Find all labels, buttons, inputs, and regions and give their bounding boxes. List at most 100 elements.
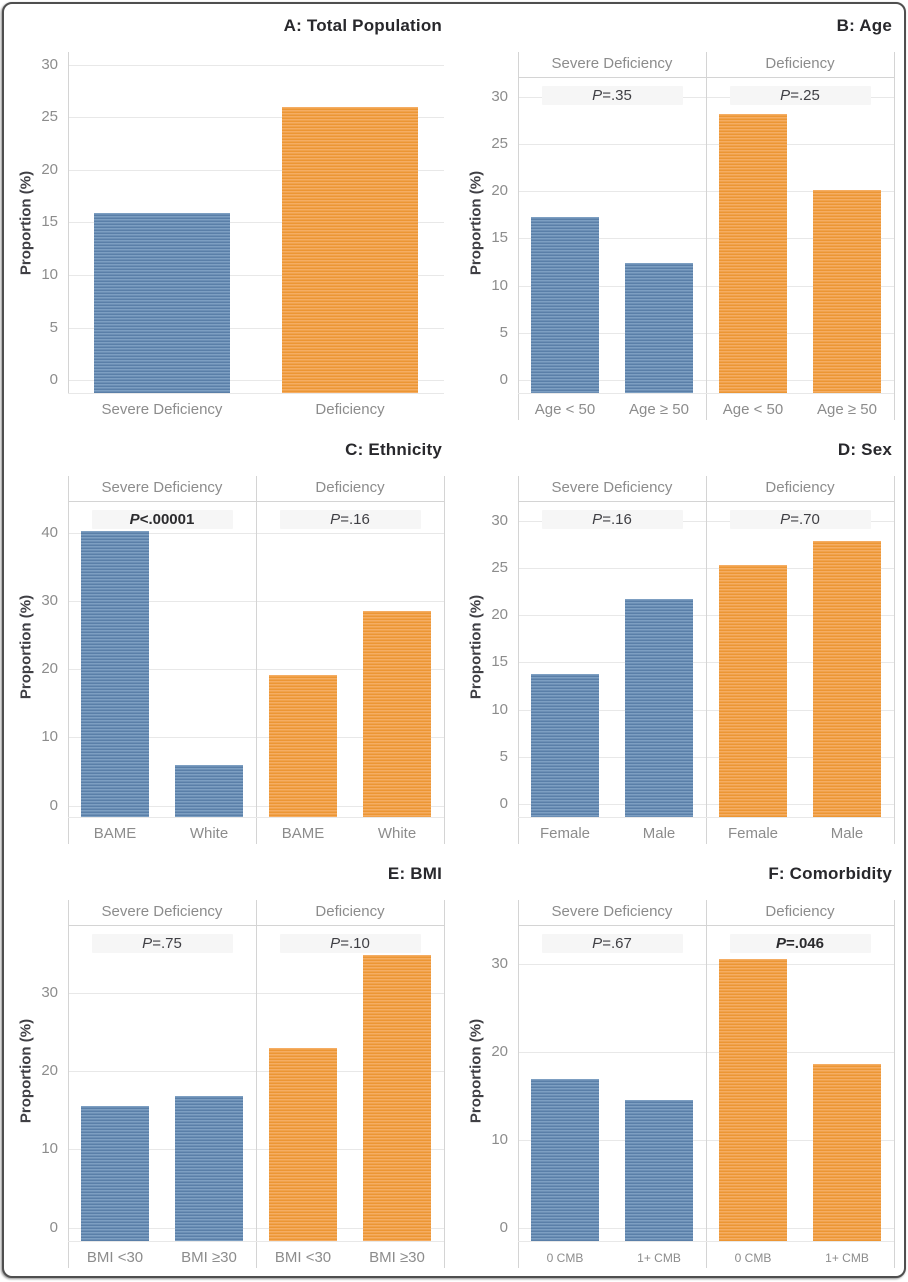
y-tick-label: 20 <box>491 1042 508 1060</box>
bar <box>531 673 599 818</box>
y-tick-label: 30 <box>491 87 508 105</box>
p-symbol: P <box>780 511 791 528</box>
plot-area <box>68 52 444 394</box>
x-category-label: Deficiency <box>315 401 385 418</box>
bar <box>531 1079 599 1242</box>
panel-title: E: BMI <box>387 864 442 883</box>
x-category-label: Female <box>539 825 591 842</box>
y-tick-label: 10 <box>491 276 508 294</box>
y-tick-label: 30 <box>491 511 508 529</box>
x-category-label: Age ≥ 50 <box>817 401 877 418</box>
bar <box>269 1047 337 1242</box>
p-value-label: P=.25 <box>729 86 871 105</box>
gridline <box>68 169 444 171</box>
p-value-text: =.75 <box>152 935 182 952</box>
p-symbol: P <box>330 511 341 528</box>
y-tick-label: 15 <box>491 229 508 247</box>
y-tick-label: 10 <box>491 1130 508 1148</box>
p-value-label: P=.75 <box>91 934 233 953</box>
y-tick-label: 25 <box>491 559 508 577</box>
bar <box>531 216 599 394</box>
panel-title: C: Ethnicity <box>345 440 442 459</box>
facet-header: Deficiency <box>706 476 894 502</box>
bar <box>282 106 418 394</box>
y-tick-label: 5 <box>499 747 508 765</box>
bar <box>625 599 693 818</box>
p-value-label: P=.046 <box>729 934 871 953</box>
y-axis-line <box>68 476 69 844</box>
p-symbol: P <box>776 935 787 952</box>
y-tick-label: 10 <box>41 266 58 284</box>
y-tick-label: 20 <box>41 1062 58 1080</box>
plot-area: Severe Deficiency Deficiency P<.00001 P=.16 <box>68 476 445 844</box>
facet-divider <box>706 476 707 844</box>
p-value-label: P=.70 <box>729 510 871 529</box>
panel-title: B: Age <box>836 16 892 35</box>
y-tick-label: 30 <box>41 983 58 1001</box>
bar <box>719 959 787 1242</box>
y-tick-label: 10 <box>41 728 58 746</box>
facet-header: Severe Deficiency <box>518 476 706 502</box>
x-category-label: BMI <30 <box>274 1249 332 1266</box>
panel-e-bmi: E: BMI Proportion (%) Severe Deficiency Def… <box>4 852 454 1276</box>
y-tick-label: 0 <box>49 371 58 389</box>
y-tick-label: 0 <box>499 1218 508 1236</box>
facet-header: Severe Deficiency <box>68 476 256 502</box>
gridline <box>68 275 444 277</box>
bar <box>269 675 337 818</box>
y-tick-label: 20 <box>41 660 58 678</box>
y-tick-label: 25 <box>41 108 58 126</box>
p-value-text: =.25 <box>790 87 820 104</box>
bar <box>625 262 693 394</box>
bar <box>175 764 243 818</box>
p-value-label: P<.00001 <box>91 510 233 529</box>
x-category-label: Age ≥ 50 <box>629 401 689 418</box>
y-tick-label: 15 <box>41 213 58 231</box>
y-tick-label: 25 <box>491 135 508 153</box>
p-value-text: =.16 <box>602 511 632 528</box>
facet-header: Deficiency <box>256 476 444 502</box>
x-category-label: BMI <30 <box>86 1249 144 1266</box>
p-symbol: P <box>129 511 140 528</box>
p-value-text: =.70 <box>790 511 820 528</box>
y-tick-label: 40 <box>41 523 58 541</box>
y-axis-line <box>518 900 519 1268</box>
bar <box>719 113 787 394</box>
gridline <box>68 327 444 329</box>
y-axis-label: Proportion (%) <box>17 594 35 700</box>
facet-right-border <box>444 900 445 1268</box>
gridline <box>68 380 444 382</box>
y-axis-line <box>518 476 519 844</box>
plot-area: Severe Deficiency Deficiency P=.67 P=.046 <box>518 900 895 1268</box>
p-symbol: P <box>330 935 341 952</box>
x-category-label: 1+ CMB <box>825 1251 869 1265</box>
bar <box>175 1096 243 1242</box>
bar <box>81 531 149 818</box>
panel-d-sex: D: Sex Proportion (%) Severe Deficiency Def… <box>454 428 904 852</box>
facet-divider <box>706 900 707 1268</box>
bar <box>363 610 431 818</box>
panel-title: F: Comorbidity <box>768 864 892 883</box>
p-value-text: =.35 <box>602 87 632 104</box>
y-tick-label: 20 <box>491 182 508 200</box>
facet-header: Severe Deficiency <box>518 52 706 78</box>
x-category-label: White <box>377 825 417 842</box>
p-symbol: P <box>142 935 153 952</box>
gridline <box>68 117 444 119</box>
x-axis-line <box>68 393 444 394</box>
y-axis-line <box>68 900 69 1268</box>
facet-header: Deficiency <box>706 900 894 926</box>
x-axis-line <box>518 817 894 818</box>
x-category-label: Female <box>727 825 779 842</box>
p-symbol: P <box>592 511 603 528</box>
panels-grid: A: Total Population Proportion (%) 0 5 10 15 2… <box>4 4 904 1276</box>
gridline <box>68 64 444 66</box>
facet-right-border <box>894 476 895 844</box>
facet-header: Deficiency <box>256 900 444 926</box>
bar <box>813 540 881 818</box>
x-category-label: 0 CMB <box>546 1251 584 1265</box>
facet-header: Deficiency <box>706 52 894 78</box>
x-category-label: BMI ≥30 <box>369 1249 425 1266</box>
panel-title: A: Total Population <box>283 16 442 35</box>
